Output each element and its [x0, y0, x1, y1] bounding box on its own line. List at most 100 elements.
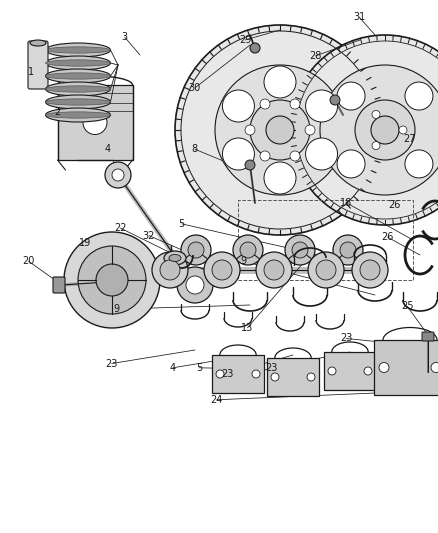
Circle shape [188, 242, 204, 258]
Circle shape [112, 169, 124, 181]
Text: 23: 23 [106, 359, 118, 368]
Circle shape [290, 151, 300, 161]
Circle shape [245, 125, 255, 135]
Text: 23: 23 [265, 363, 278, 373]
Circle shape [83, 110, 107, 134]
Bar [238, 200, 413, 280]
FancyBboxPatch shape [28, 41, 48, 89]
Text: 29: 29 [239, 35, 251, 45]
Text: 26: 26 [388, 200, 400, 210]
Circle shape [305, 125, 315, 135]
Circle shape [340, 242, 356, 258]
Circle shape [216, 370, 224, 378]
Ellipse shape [46, 47, 110, 53]
Text: 4: 4 [170, 363, 176, 373]
Text: 1: 1 [28, 67, 34, 77]
Circle shape [250, 43, 260, 53]
Ellipse shape [46, 60, 110, 66]
Circle shape [306, 90, 338, 122]
Circle shape [285, 235, 315, 265]
Circle shape [307, 373, 315, 381]
Ellipse shape [30, 40, 46, 46]
Circle shape [405, 82, 433, 110]
Text: 26: 26 [381, 232, 394, 242]
FancyBboxPatch shape [422, 332, 434, 341]
Circle shape [256, 252, 292, 288]
Circle shape [96, 264, 128, 296]
Circle shape [337, 150, 365, 178]
Circle shape [245, 160, 255, 170]
Circle shape [328, 367, 336, 375]
Ellipse shape [164, 251, 186, 265]
Circle shape [223, 90, 254, 122]
Circle shape [379, 362, 389, 373]
Circle shape [252, 370, 260, 378]
Ellipse shape [46, 112, 110, 118]
Ellipse shape [46, 43, 110, 57]
Circle shape [186, 276, 204, 294]
Circle shape [105, 162, 131, 188]
Circle shape [177, 267, 213, 303]
Text: 5: 5 [179, 219, 185, 229]
Circle shape [266, 116, 294, 144]
Circle shape [175, 25, 385, 235]
Circle shape [160, 260, 180, 280]
Ellipse shape [46, 82, 110, 96]
Circle shape [355, 100, 415, 160]
Circle shape [240, 242, 256, 258]
Circle shape [212, 260, 232, 280]
Circle shape [306, 138, 338, 170]
Circle shape [290, 35, 438, 225]
Circle shape [152, 252, 188, 288]
Text: 23: 23 [222, 369, 234, 379]
Circle shape [260, 151, 270, 161]
Text: 9: 9 [240, 256, 246, 266]
Text: 19: 19 [79, 238, 92, 247]
Text: 20: 20 [22, 256, 35, 266]
Circle shape [337, 82, 365, 110]
Ellipse shape [46, 56, 110, 70]
Ellipse shape [46, 69, 110, 83]
Text: 2: 2 [54, 107, 60, 117]
Circle shape [264, 162, 296, 194]
Circle shape [405, 150, 433, 178]
Text: 8: 8 [192, 144, 198, 154]
Ellipse shape [46, 108, 110, 122]
Text: 32: 32 [143, 231, 155, 240]
Circle shape [260, 99, 270, 109]
Circle shape [264, 260, 284, 280]
FancyBboxPatch shape [267, 358, 319, 396]
Circle shape [215, 65, 345, 195]
Text: 13: 13 [241, 323, 254, 333]
Ellipse shape [46, 73, 110, 79]
Circle shape [371, 116, 399, 144]
FancyBboxPatch shape [53, 277, 65, 293]
Circle shape [292, 242, 308, 258]
Circle shape [320, 65, 438, 195]
Circle shape [204, 252, 240, 288]
Circle shape [271, 373, 279, 381]
Circle shape [223, 138, 254, 170]
Text: 9: 9 [113, 304, 119, 314]
Circle shape [264, 66, 296, 98]
Text: 30: 30 [189, 83, 201, 93]
Ellipse shape [46, 99, 110, 105]
Text: 23: 23 [340, 334, 352, 343]
Circle shape [431, 362, 438, 373]
Ellipse shape [169, 254, 181, 262]
Circle shape [333, 235, 363, 265]
Text: 3: 3 [122, 33, 128, 42]
FancyBboxPatch shape [57, 85, 133, 160]
Circle shape [233, 235, 263, 265]
Circle shape [181, 235, 211, 265]
Circle shape [290, 99, 300, 109]
Ellipse shape [46, 95, 110, 109]
Text: 18: 18 [340, 198, 352, 207]
Circle shape [372, 110, 380, 118]
FancyBboxPatch shape [374, 340, 438, 395]
Text: 24: 24 [211, 395, 223, 405]
Circle shape [78, 246, 146, 314]
Text: 22: 22 [114, 223, 127, 233]
Circle shape [352, 252, 388, 288]
Text: 31: 31 [353, 12, 365, 22]
